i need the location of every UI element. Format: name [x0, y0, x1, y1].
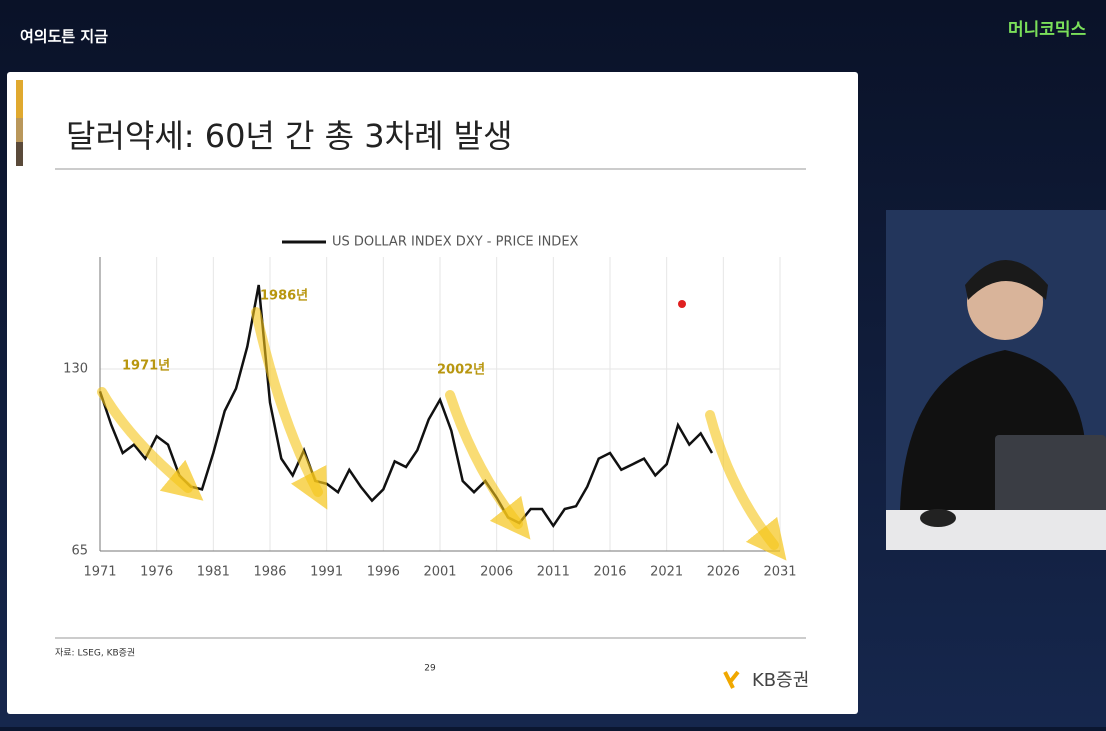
x-tick-label: 1991 [310, 565, 343, 580]
logo-icon [723, 670, 740, 689]
x-tick-label: 2006 [480, 565, 513, 580]
x-tick-label: 2001 [423, 565, 456, 580]
brand-logo: 머니코믹스 [1008, 20, 1087, 40]
page-number: 29 [424, 664, 436, 674]
video-inset [886, 210, 1106, 550]
accent-bar [16, 118, 23, 142]
x-tick-label: 2026 [707, 565, 740, 580]
y-tick-label: 130 [63, 362, 88, 377]
x-tick-label: 2021 [650, 565, 683, 580]
annotation: 1971년 [122, 359, 170, 374]
pointer [678, 300, 686, 308]
slide [7, 72, 858, 714]
legend-label: US DOLLAR INDEX DXY - PRICE INDEX [332, 235, 579, 250]
x-tick-label: 1981 [197, 565, 230, 580]
x-tick-label: 1971 [83, 565, 116, 580]
trend-arrows [97, 307, 787, 561]
chart: 1971 1976 1981 1986 1991 1996 2001 2006 2011 2016… [63, 235, 796, 580]
x-tick-label: 2031 [763, 565, 796, 580]
accent-bar [16, 80, 23, 118]
x-tick-label: 1986 [253, 565, 286, 580]
annotation: 1986년 [260, 289, 308, 304]
y-tick-label: 65 [71, 544, 88, 559]
source: 자료: LSEG, KB증권 [55, 647, 135, 659]
accent-bar [16, 142, 23, 166]
annotation: 2002년 [437, 363, 485, 378]
x-tick-label: 1996 [367, 565, 400, 580]
x-tick-label: 1976 [140, 565, 173, 580]
channel-logo: 여의도튼 지금 [20, 28, 108, 46]
company-logo: KB증권 [752, 670, 809, 691]
slide-title: 달러약세: 60년 간 총 3차례 발생 [66, 117, 513, 155]
x-tick-label: 2016 [593, 565, 626, 580]
x-tick-label: 2011 [537, 565, 570, 580]
